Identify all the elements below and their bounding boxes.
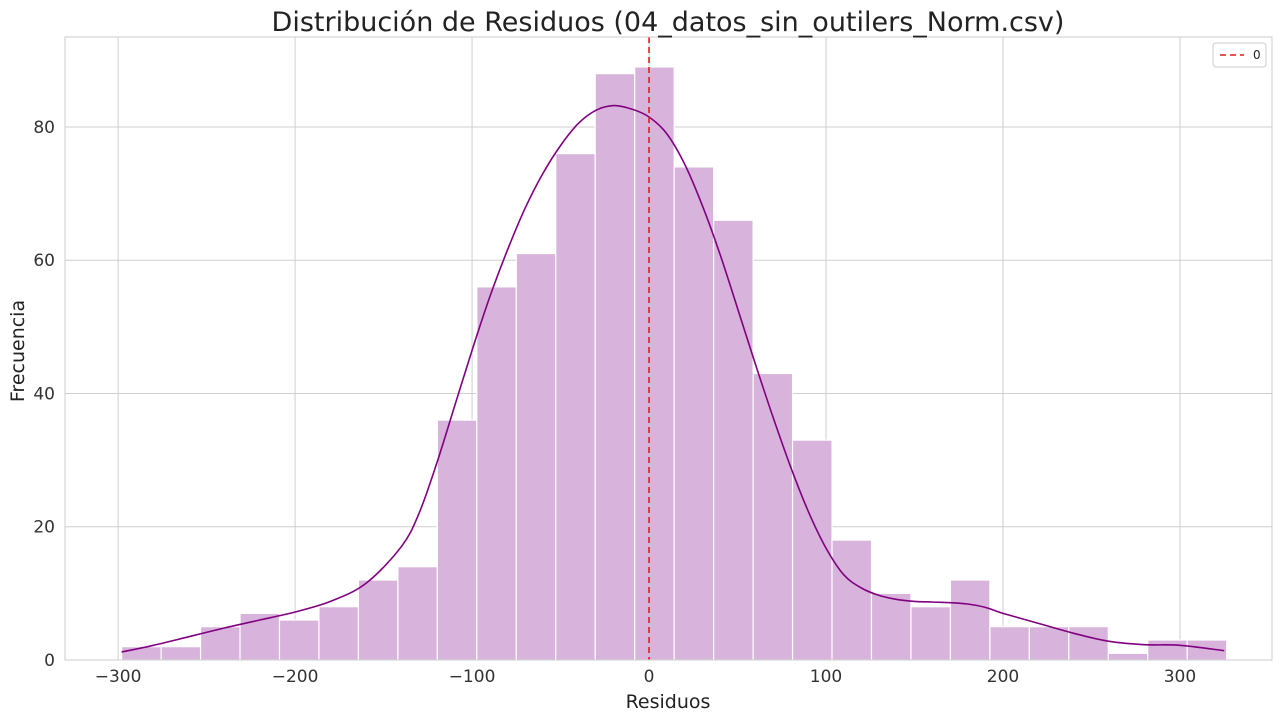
- histogram-bar: [673, 166, 715, 661]
- histogram-bar: [397, 566, 438, 661]
- x-tick-label: 200: [987, 667, 1019, 687]
- y-tick-labels: 0 20 40 60 80: [33, 118, 55, 671]
- y-tick-label: 20: [33, 518, 55, 538]
- legend: 0: [1212, 42, 1267, 68]
- x-axis-label: Residuos: [626, 691, 711, 713]
- histogram-bar: [870, 592, 912, 661]
- x-tick-label: −200: [272, 667, 319, 687]
- histogram-bar: [949, 579, 991, 661]
- legend-box: [1212, 42, 1267, 68]
- histogram-bar: [1028, 626, 1070, 661]
- histogram-bar: [515, 252, 557, 661]
- histogram-bar: [752, 372, 794, 661]
- histogram-bar: [555, 153, 596, 661]
- histogram-bars: [121, 66, 1228, 661]
- y-tick-label: 0: [44, 651, 55, 671]
- histogram-bar: [278, 619, 320, 661]
- x-tick-label: 100: [810, 667, 842, 687]
- histogram-bar: [1107, 652, 1149, 661]
- histogram-bar: [160, 646, 202, 661]
- legend-entry-label: 0: [1253, 48, 1261, 62]
- x-tick-label: 0: [644, 667, 655, 687]
- x-tick-labels: −300 −200 −100 0 100 200 300: [95, 667, 1196, 687]
- x-tick-label: 300: [1164, 667, 1196, 687]
- x-tick-label: −300: [95, 667, 142, 687]
- histogram-bar: [1068, 626, 1109, 661]
- y-tick-label: 80: [33, 118, 55, 138]
- kde-curve: [121, 104, 1225, 653]
- histogram-bar: [910, 606, 952, 661]
- x-tick-label: −100: [449, 667, 496, 687]
- histogram-bar: [357, 579, 399, 661]
- histogram-bar: [594, 73, 636, 661]
- y-tick-label: 60: [33, 251, 55, 271]
- histogram-bar: [1147, 639, 1188, 661]
- histogram-bar: [713, 219, 754, 661]
- plot-frame: [64, 36, 1273, 661]
- histogram-bar: [476, 286, 517, 661]
- histogram-bar: [831, 539, 873, 661]
- histogram-bar: [318, 606, 360, 661]
- histogram-bar: [791, 439, 833, 661]
- histogram-bar: [989, 626, 1030, 661]
- histogram-bar: [634, 66, 675, 661]
- chart-title: Distribución de Residuos (04_datos_sin_o…: [272, 7, 1065, 38]
- histogram-bar: [436, 419, 478, 661]
- y-axis-label: Frecuencia: [7, 300, 29, 402]
- y-tick-label: 40: [33, 384, 55, 404]
